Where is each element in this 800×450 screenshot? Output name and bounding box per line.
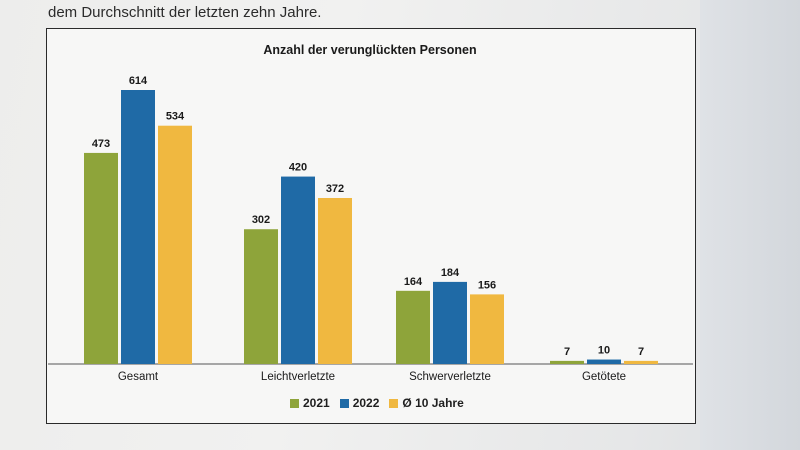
legend-item: 2022	[339, 396, 380, 410]
bar-schwerverletzte-1	[433, 281, 467, 364]
bar-getötete-2	[624, 360, 658, 364]
chart-legend: 2021 2022 Ø 10 Jahre	[290, 396, 464, 410]
legend-swatch	[290, 398, 299, 408]
bar-leichtverletzte-1	[281, 176, 315, 364]
page-edge	[700, 0, 800, 450]
category-label: Getötete	[582, 371, 626, 383]
bar-schwerverletzte-0	[396, 290, 430, 364]
bar-leichtverletzte-0	[244, 229, 278, 364]
value-label: 7	[638, 346, 644, 358]
bar-leichtverletzte-2	[318, 197, 352, 364]
bar-getötete-1	[587, 359, 621, 364]
value-label: 372	[326, 183, 344, 195]
value-label: 156	[478, 279, 496, 291]
legend-item: 2021	[290, 396, 330, 410]
chart-title: Anzahl der verunglückten Personen	[263, 43, 476, 57]
value-label: 7	[564, 346, 570, 358]
value-label: 534	[166, 111, 185, 123]
value-label: 164	[404, 276, 423, 288]
value-label: 614	[129, 75, 148, 87]
bar-gesamt-0	[84, 152, 118, 364]
legend-swatch	[339, 398, 349, 408]
bar-gesamt-1	[121, 90, 155, 364]
bar-getötete-0	[550, 360, 584, 364]
legend-item: Ø 10 Jahre	[389, 396, 464, 410]
legend-label: 2022	[352, 396, 380, 410]
bar-schwerverletzte-2	[470, 294, 504, 364]
value-label: 10	[598, 345, 610, 357]
intro-text: dem Durchschnitt der letzten zehn Jahre.	[48, 4, 322, 21]
value-label: 420	[289, 162, 307, 174]
value-label: 184	[441, 267, 460, 279]
value-label: 473	[92, 138, 110, 150]
category-label: Gesamt	[118, 371, 159, 383]
category-label: Leichtverletzte	[261, 371, 335, 383]
value-label: 302	[252, 214, 270, 226]
bar-gesamt-2	[158, 125, 192, 365]
category-label: Schwerverletzte	[409, 371, 491, 383]
legend-swatch	[389, 398, 399, 408]
legend-label: Ø 10 Jahre	[402, 396, 464, 410]
legend-label: 2021	[303, 396, 330, 410]
